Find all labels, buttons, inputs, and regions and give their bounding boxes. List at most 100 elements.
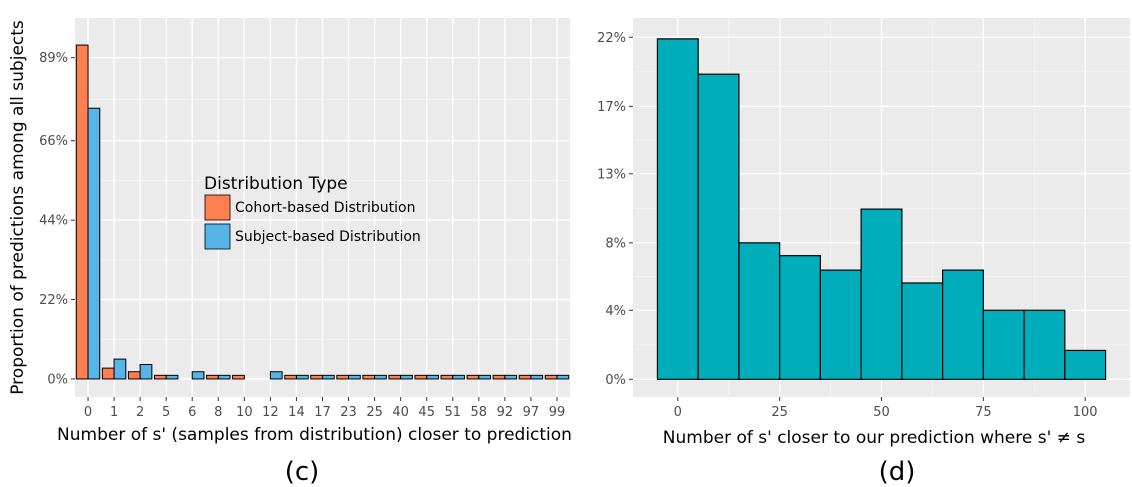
x-tick-label: 17 xyxy=(314,405,331,420)
bar-cohort-0 xyxy=(75,44,89,380)
panel-c: 0%22%44%66%89% 0 1 2 5 6 8 10 12 14 17 23 25 40 45 51 5… xyxy=(8,18,572,487)
legend-label-cohort: Cohort-based Distribution xyxy=(235,200,415,216)
bar-subject-14 xyxy=(295,374,309,380)
bar-subject-5 xyxy=(165,374,179,380)
y-tick-label: 17% xyxy=(597,100,626,115)
y-tick-label: 0% xyxy=(605,373,626,388)
x-tick-label: 1 xyxy=(110,405,118,420)
panel-d-x-axis-label: Number of s' closer to our prediction wh… xyxy=(663,428,1086,448)
bar-subject-1 xyxy=(113,358,127,380)
x-tick-label: 50 xyxy=(873,405,890,420)
bar-cohort-14 xyxy=(284,374,297,380)
bar-cohort-51 xyxy=(440,374,454,380)
bar-cohort-25 xyxy=(362,374,376,380)
bar-subject-58 xyxy=(478,374,492,380)
x-tick-label: 10 xyxy=(236,405,253,420)
y-tick-label: 44% xyxy=(39,214,68,229)
y-tick-label: 22% xyxy=(597,31,626,46)
histogram-bar-90 xyxy=(1023,309,1066,380)
bar-cohort-8 xyxy=(206,374,219,380)
bar-subject-25 xyxy=(374,374,387,380)
histogram-bar-20 xyxy=(738,242,781,380)
panel-d-bars xyxy=(656,38,1107,380)
panel-c-x-axis-label: Number of s' (samples from distribution)… xyxy=(57,425,572,445)
histogram-bar-30 xyxy=(779,255,821,380)
panel-d-x-ticks: 0 25 50 75 100 xyxy=(674,397,1098,420)
bar-cohort-45 xyxy=(414,374,428,380)
bar-subject-17 xyxy=(322,374,335,380)
bar-cohort-40 xyxy=(388,374,402,380)
x-tick-label: 0 xyxy=(674,405,682,420)
panel-c-bars xyxy=(75,44,570,380)
panel-c-x-ticks: 0 1 2 5 6 8 10 12 14 17 23 25 40 45 51 58 92 97 99 xyxy=(84,397,565,420)
y-tick-label: 4% xyxy=(605,304,626,319)
x-tick-label: 14 xyxy=(288,405,305,420)
x-tick-label: 99 xyxy=(549,405,566,420)
y-tick-label: 22% xyxy=(39,293,68,308)
histogram-bar-0 xyxy=(656,38,699,380)
histogram-bar-60 xyxy=(901,282,944,380)
bar-subject-45 xyxy=(426,374,439,380)
histogram-bar-70 xyxy=(942,269,984,380)
bar-subject-92 xyxy=(504,374,518,380)
bar-subject-8 xyxy=(217,374,231,380)
bar-cohort-23 xyxy=(336,374,350,380)
legend-title: Distribution Type xyxy=(204,174,348,194)
x-tick-label: 23 xyxy=(340,405,357,420)
histogram-bar-40 xyxy=(819,269,862,380)
bar-subject-0 xyxy=(87,107,101,380)
panel-d-y-ticks: 0% 4% 8% 13% 17% 22% xyxy=(597,31,633,388)
histogram-bar-100 xyxy=(1064,349,1107,380)
bar-cohort-92 xyxy=(492,374,506,380)
bar-cohort-58 xyxy=(466,374,480,380)
histogram-bar-10 xyxy=(697,73,740,380)
legend-key-subject xyxy=(204,223,231,250)
panel-c-y-axis-label: Proportion of predictions among all subj… xyxy=(8,20,28,395)
panel-d-caption: (d) xyxy=(879,457,916,487)
histogram-bar-80 xyxy=(982,309,1025,380)
bar-subject-51 xyxy=(452,374,465,380)
x-tick-label: 8 xyxy=(214,405,222,420)
x-tick-label: 97 xyxy=(523,405,540,420)
bar-cohort-2 xyxy=(127,371,141,380)
y-tick-label: 13% xyxy=(597,167,626,182)
bar-subject-99 xyxy=(556,374,570,380)
x-tick-label: 0 xyxy=(84,405,92,420)
panel-c-y-ticks: 0% 22% 44% 66% 89% xyxy=(39,51,75,387)
x-tick-label: 6 xyxy=(188,405,196,420)
bar-cohort-17 xyxy=(310,374,323,380)
bar-subject-40 xyxy=(400,374,413,380)
legend: Distribution Type Cohort-based Distribut… xyxy=(204,174,421,250)
bar-cohort-5 xyxy=(153,374,167,380)
x-tick-label: 92 xyxy=(497,405,514,420)
x-tick-label: 58 xyxy=(471,405,488,420)
x-tick-label: 25 xyxy=(771,405,788,420)
bar-subject-12 xyxy=(269,371,283,380)
bar-cohort-10 xyxy=(232,374,245,380)
legend-key-cohort xyxy=(204,194,231,221)
bar-cohort-1 xyxy=(101,367,115,380)
bar-cohort-97 xyxy=(518,374,532,380)
x-tick-label: 45 xyxy=(418,405,435,420)
y-tick-label: 8% xyxy=(605,236,626,251)
bar-subject-6 xyxy=(191,371,205,380)
x-tick-label: 51 xyxy=(444,405,461,420)
bar-subject-23 xyxy=(348,374,361,380)
x-tick-label: 75 xyxy=(975,405,992,420)
histogram-bar-50 xyxy=(860,208,903,380)
x-tick-label: 5 xyxy=(162,405,170,420)
legend-label-subject: Subject-based Distribution xyxy=(235,229,421,245)
x-tick-label: 40 xyxy=(392,405,409,420)
y-tick-label: 89% xyxy=(39,51,68,66)
y-tick-label: 66% xyxy=(39,134,68,149)
panel-d: 0% 4% 8% 13% 17% 22% 0 25 50 75 100 Number of s' … xyxy=(597,18,1130,487)
panel-c-caption: (c) xyxy=(285,457,320,487)
bar-subject-97 xyxy=(530,374,544,380)
x-tick-label: 2 xyxy=(136,405,144,420)
x-tick-label: 100 xyxy=(1073,405,1098,420)
bar-cohort-99 xyxy=(544,374,558,380)
x-tick-label: 12 xyxy=(262,405,279,420)
x-tick-label: 25 xyxy=(366,405,383,420)
bar-subject-2 xyxy=(139,364,153,380)
